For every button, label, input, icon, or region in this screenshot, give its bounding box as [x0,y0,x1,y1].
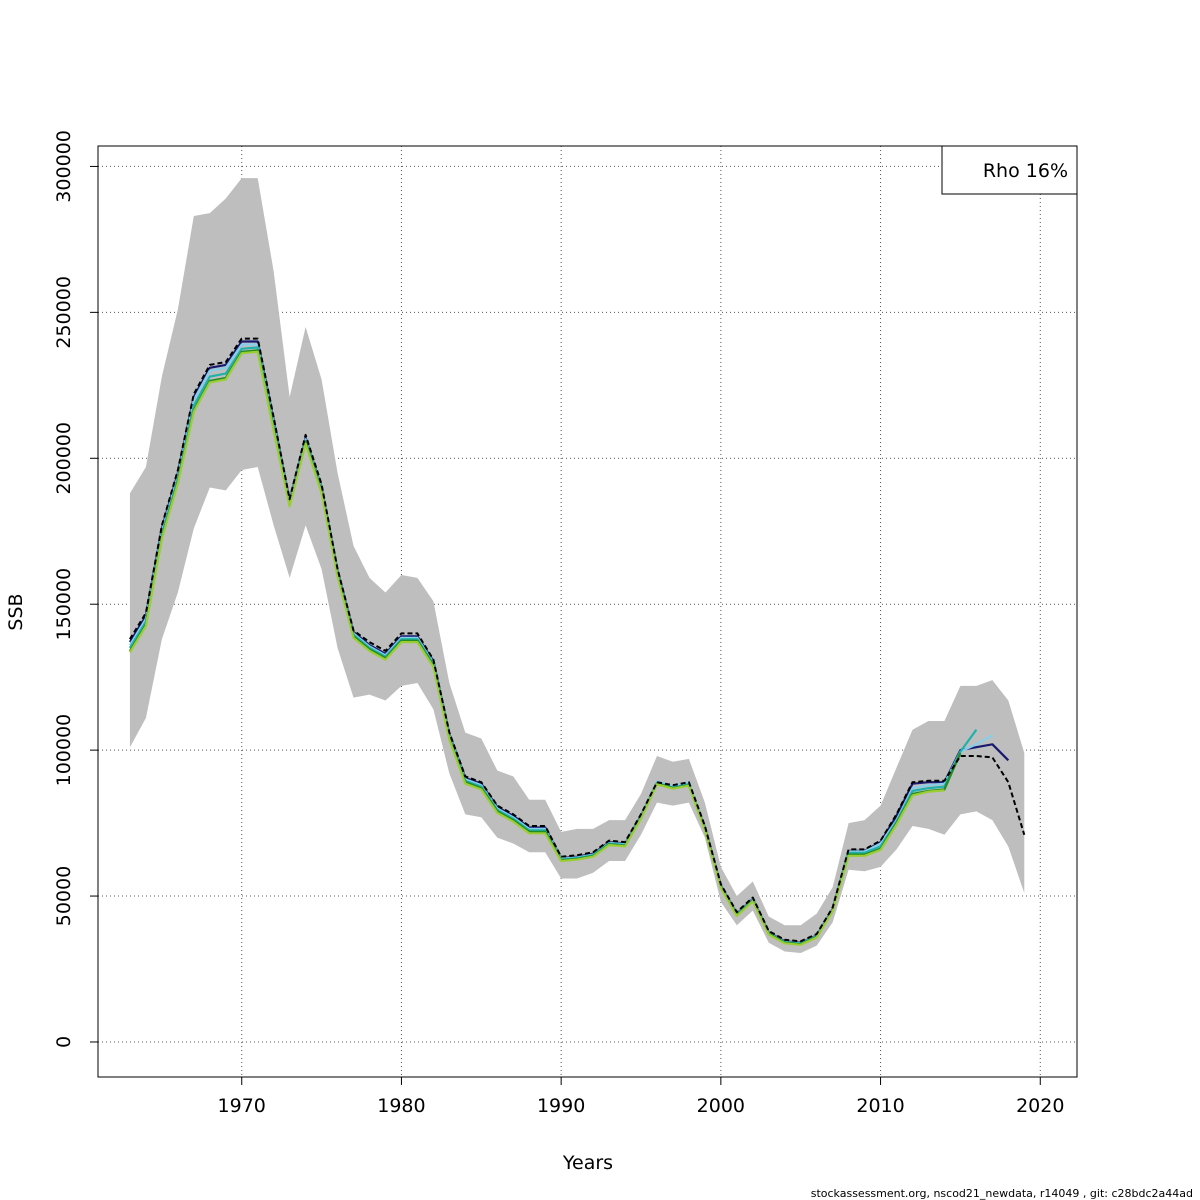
legend-box [941,145,1078,195]
y-tick-label: 50000 [53,866,75,926]
series-layer [128,337,1026,946]
x-axis-label: Years [562,1152,613,1174]
y-tick-label: 0 [53,1036,75,1048]
legend: Rho 16% [941,145,1078,195]
x-axis: 1970 1980 1990 2000 2010 2020 [218,1077,1064,1117]
plot-frame [97,145,1078,1078]
x-tick-label: 2000 [697,1095,745,1117]
y-axis-label: SSB [5,593,27,630]
x-tick-label: 2010 [856,1095,904,1117]
x-tick-label: 2020 [1016,1095,1064,1117]
y-tick-label: 150000 [53,568,75,641]
confidence-band-layer [129,178,1025,953]
y-tick-label: 250000 [53,276,75,349]
y-tick-label: 200000 [53,422,75,495]
footnote: stockassessment.org, nscod21_newdata, r1… [811,1187,1193,1200]
series-line-retro-4 [128,350,945,946]
x-tick-label: 1990 [537,1095,585,1117]
x-tick-label: 1970 [218,1095,266,1117]
y-axis: 0 50000 100000 150000 200000 250000 300000 [53,130,98,1048]
series-line-full-assessment [129,337,1026,943]
legend-text: Rho 16% [983,160,1068,182]
x-tick-label: 1980 [377,1095,425,1117]
confidence-band [129,178,1025,953]
y-tick-label: 300000 [53,130,75,203]
y-tick-label: 100000 [53,714,75,787]
